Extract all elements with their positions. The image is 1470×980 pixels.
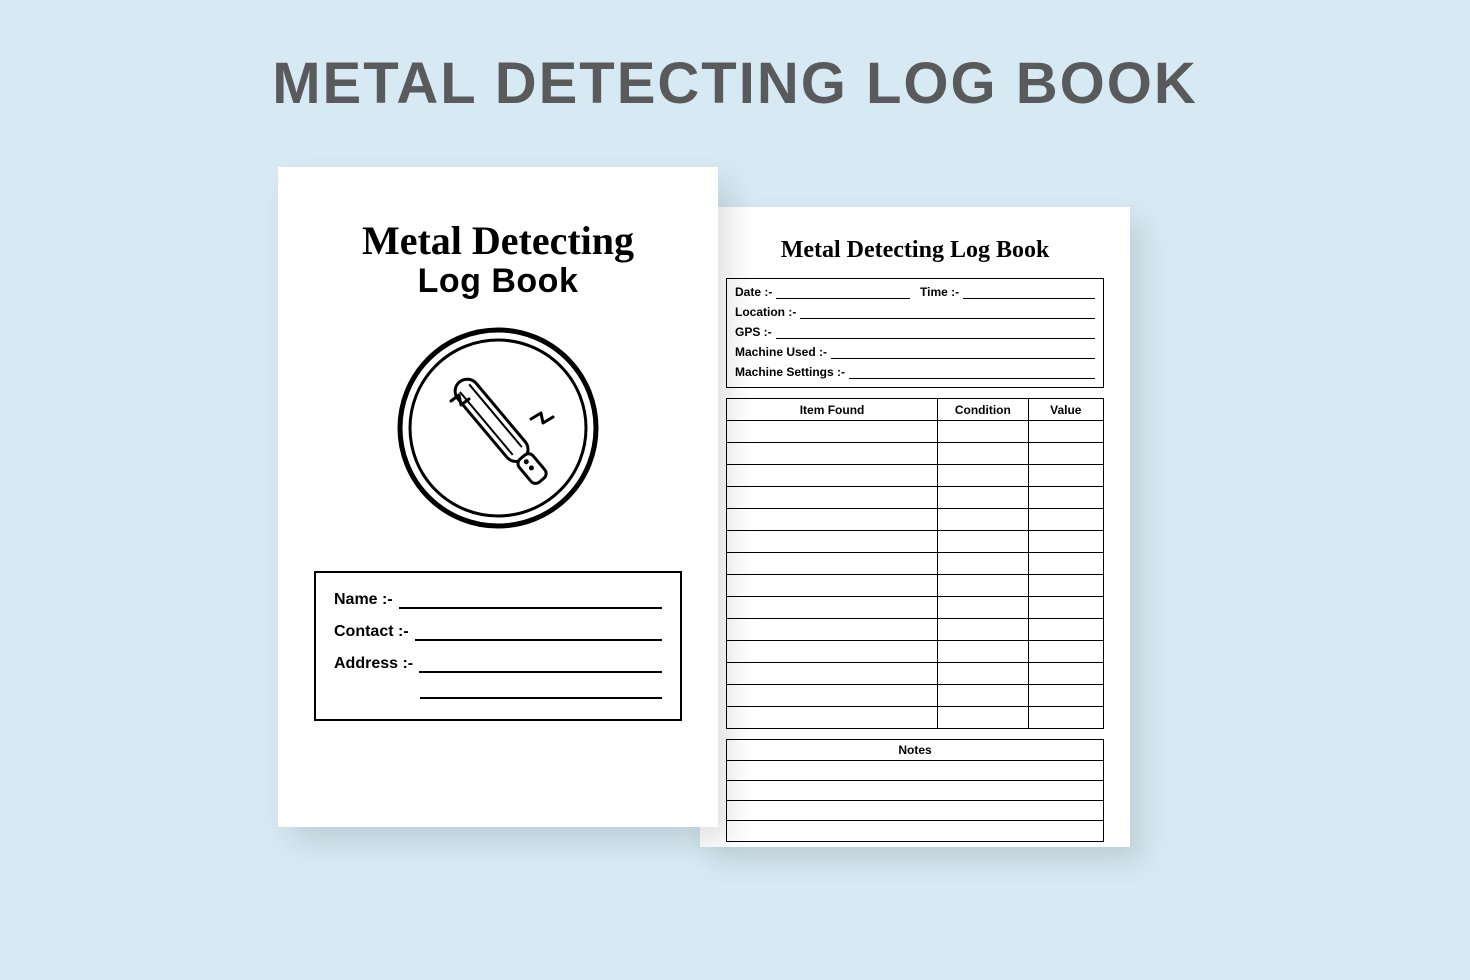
table-cell <box>938 641 1028 663</box>
table-cell <box>727 421 938 443</box>
log-page: Metal Detecting Log Book Date :- Time :-… <box>700 207 1130 847</box>
meta-date-line <box>776 289 910 299</box>
table-cell <box>727 575 938 597</box>
owner-info-box: Name :- Contact :- Address :- <box>314 571 682 721</box>
table-cell <box>1028 685 1103 707</box>
table-cell <box>727 487 938 509</box>
table-row <box>727 641 1104 663</box>
meta-machine-settings-label: Machine Settings :- <box>735 365 845 379</box>
table-row <box>727 553 1104 575</box>
table-cell <box>1028 619 1103 641</box>
meta-machine-settings-line <box>849 369 1095 379</box>
table-cell <box>938 531 1028 553</box>
table-cell <box>938 465 1028 487</box>
table-cell <box>938 487 1028 509</box>
notes-header: Notes <box>727 740 1103 761</box>
notes-line <box>727 821 1103 841</box>
cover-page: Metal Detecting Log Book Name <box>278 167 718 827</box>
table-cell <box>938 707 1028 729</box>
table-cell <box>727 663 938 685</box>
table-cell <box>938 575 1028 597</box>
table-cell <box>938 663 1028 685</box>
meta-date-label: Date :- <box>735 285 772 299</box>
table-cell <box>938 685 1028 707</box>
banner-title: METAL DETECTING LOG BOOK <box>0 0 1470 117</box>
inner-page-title: Metal Detecting Log Book <box>726 237 1104 264</box>
table-row <box>727 663 1104 685</box>
table-cell <box>727 465 938 487</box>
meta-time-line <box>963 289 1095 299</box>
table-cell <box>938 619 1028 641</box>
address-line-2 <box>420 685 662 699</box>
table-cell <box>938 553 1028 575</box>
notes-line <box>727 781 1103 801</box>
meta-location-label: Location :- <box>735 305 796 319</box>
table-cell <box>1028 509 1103 531</box>
table-cell <box>1028 443 1103 465</box>
table-cell <box>727 707 938 729</box>
table-row <box>727 465 1104 487</box>
table-cell <box>938 443 1028 465</box>
name-label: Name :- <box>334 591 393 609</box>
table-cell <box>1028 575 1103 597</box>
col-value: Value <box>1028 399 1103 421</box>
table-cell <box>1028 421 1103 443</box>
meta-block: Date :- Time :- Location :- GPS :- Machi… <box>726 278 1104 388</box>
table-cell <box>727 509 938 531</box>
meta-gps-line <box>776 329 1095 339</box>
meta-machine-used-line <box>831 349 1095 359</box>
table-row <box>727 487 1104 509</box>
detector-icon <box>393 323 603 533</box>
table-cell <box>1028 531 1103 553</box>
name-line <box>399 595 662 609</box>
cover-script-title: Metal Detecting <box>314 217 682 264</box>
table-cell <box>727 443 938 465</box>
table-row <box>727 707 1104 729</box>
table-cell <box>1028 663 1103 685</box>
table-cell <box>938 509 1028 531</box>
table-cell <box>938 421 1028 443</box>
contact-label: Contact :- <box>334 623 409 641</box>
table-row <box>727 531 1104 553</box>
meta-time-label: Time :- <box>920 285 959 299</box>
table-cell <box>727 619 938 641</box>
table-cell <box>1028 553 1103 575</box>
table-cell <box>727 685 938 707</box>
table-cell <box>727 553 938 575</box>
notes-line <box>727 801 1103 821</box>
col-item-found: Item Found <box>727 399 938 421</box>
address-label: Address :- <box>334 655 413 673</box>
table-cell <box>1028 641 1103 663</box>
table-cell <box>1028 707 1103 729</box>
table-cell <box>1028 487 1103 509</box>
table-row <box>727 685 1104 707</box>
table-cell <box>727 597 938 619</box>
meta-gps-label: GPS :- <box>735 325 772 339</box>
table-cell <box>727 641 938 663</box>
table-cell <box>727 531 938 553</box>
table-cell <box>1028 597 1103 619</box>
notes-block: Notes <box>726 739 1104 842</box>
table-row <box>727 575 1104 597</box>
meta-machine-used-label: Machine Used :- <box>735 345 827 359</box>
table-cell <box>938 597 1028 619</box>
items-table: Item Found Condition Value <box>726 398 1104 729</box>
contact-line <box>415 627 662 641</box>
pages-container: Metal Detecting Log Book Date :- Time :-… <box>0 147 1470 967</box>
col-condition: Condition <box>938 399 1028 421</box>
table-cell <box>1028 465 1103 487</box>
address-line-1 <box>419 659 662 673</box>
table-row <box>727 443 1104 465</box>
table-row <box>727 509 1104 531</box>
notes-line <box>727 761 1103 781</box>
table-row <box>727 597 1104 619</box>
cover-bold-title: Log Book <box>314 262 682 301</box>
table-row <box>727 619 1104 641</box>
table-row <box>727 421 1104 443</box>
meta-location-line <box>800 309 1095 319</box>
